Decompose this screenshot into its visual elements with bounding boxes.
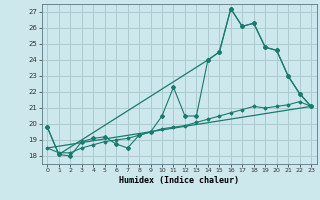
X-axis label: Humidex (Indice chaleur): Humidex (Indice chaleur) <box>119 176 239 185</box>
